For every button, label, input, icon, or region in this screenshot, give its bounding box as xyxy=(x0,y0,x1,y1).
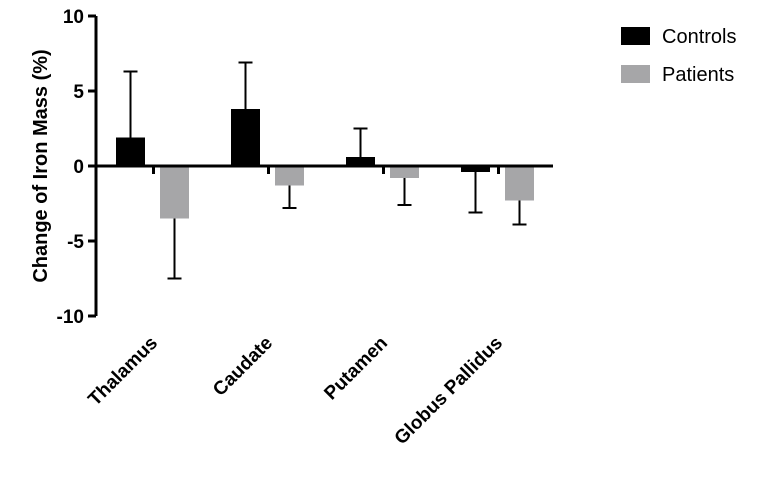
x-tick-label: Globus Pallidus xyxy=(391,333,507,449)
bar-controls-globus-pallidus xyxy=(461,166,490,172)
y-tick-label: -5 xyxy=(67,232,84,253)
bar-patients-caudate xyxy=(275,166,304,186)
y-axis-label: Change of Iron Mass (%) xyxy=(30,49,52,282)
legend-label-patients: Patients xyxy=(662,64,734,86)
legend-swatch-controls xyxy=(621,27,650,45)
legend-label-controls: Controls xyxy=(662,26,736,48)
y-tick-label: 0 xyxy=(73,157,84,178)
bar-controls-caudate xyxy=(231,109,260,166)
x-tick-label: Caudate xyxy=(209,333,277,401)
y-tick-label: -10 xyxy=(57,307,84,328)
bar-patients-thalamus xyxy=(160,166,189,219)
bars-layer xyxy=(116,61,534,280)
x-tick-label: Thalamus xyxy=(84,333,162,411)
x-tick-label: Putamen xyxy=(320,333,392,405)
bar-patients-putamen xyxy=(390,166,419,178)
legend: Controls Patients xyxy=(621,26,736,86)
legend-swatch-patients xyxy=(621,65,650,83)
y-tick-label: 10 xyxy=(63,7,84,28)
bar-controls-putamen xyxy=(346,157,375,166)
bar-controls-thalamus xyxy=(116,137,145,166)
bar-patients-globus-pallidus xyxy=(505,166,534,201)
y-tick-label: 5 xyxy=(73,82,84,103)
